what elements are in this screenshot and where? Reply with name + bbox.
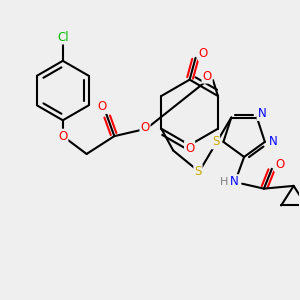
Text: O: O xyxy=(140,121,150,134)
Text: H: H xyxy=(220,177,229,187)
Text: O: O xyxy=(202,70,212,83)
Text: N: N xyxy=(230,175,239,188)
Text: N: N xyxy=(257,107,266,120)
Text: O: O xyxy=(58,130,68,142)
Text: O: O xyxy=(185,142,194,154)
Text: S: S xyxy=(212,135,219,148)
Text: O: O xyxy=(199,47,208,60)
Text: O: O xyxy=(98,100,107,113)
Text: N: N xyxy=(268,135,277,148)
Text: O: O xyxy=(275,158,284,171)
Text: Cl: Cl xyxy=(57,31,69,44)
Text: S: S xyxy=(194,165,202,178)
